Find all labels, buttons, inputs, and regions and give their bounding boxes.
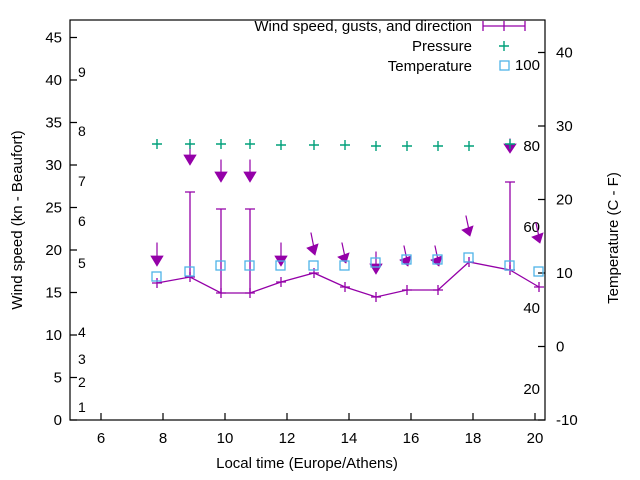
y-axis-right-celsius-ticks: -10 0 10 20 30 40 (538, 45, 578, 429)
temperature-markers (151, 252, 544, 282)
legend-sample-temperature-icon (499, 60, 510, 71)
x-tick-label-6: 6 (97, 430, 105, 447)
beaufort-label-6: 6 (78, 213, 86, 229)
pressure-marker-10 (464, 141, 474, 151)
pressure-marker-4 (276, 140, 286, 150)
temperature-marker-2 (215, 260, 226, 271)
y-axis-right-fahrenheit-labels: 20 40 60 80 100 (515, 57, 540, 398)
temperature-marker-10 (463, 252, 474, 263)
x-tick-label-20: 20 (527, 430, 544, 447)
beaufort-label-3: 3 (78, 351, 86, 367)
temperature-marker-1 (184, 266, 195, 277)
beaufort-label-7: 7 (78, 173, 86, 189)
pressure-marker-6 (340, 140, 350, 150)
wind-speed-markers (152, 257, 544, 302)
beaufort-label-1: 1 (78, 399, 86, 415)
legend-label-temperature: Temperature (388, 58, 472, 75)
wind-arrow-10 (461, 215, 474, 237)
wind-arrow-2 (214, 159, 228, 183)
y2-tick-label-c-40: 40 (556, 45, 573, 62)
wind-arrow-3 (243, 159, 257, 183)
y2-tick-label-f-20: 20 (523, 381, 540, 398)
y2-tick-label-c-0: 0 (556, 339, 564, 356)
y-tick-label-0: 0 (54, 412, 62, 429)
pressure-marker-3 (245, 139, 255, 149)
y2-tick-label-f-100: 100 (515, 57, 540, 74)
temperature-marker-4 (275, 260, 286, 271)
beaufort-label-2: 2 (78, 374, 86, 390)
pressure-marker-9 (433, 141, 443, 151)
gust-bars (185, 181, 515, 293)
temperature-marker-11 (504, 260, 515, 271)
temperature-marker-9 (432, 254, 443, 265)
pressure-marker-8 (402, 141, 412, 151)
y-tick-label-25: 25 (45, 200, 62, 217)
wind-arrow-12 (531, 222, 544, 244)
x-tick-label-10: 10 (217, 430, 234, 447)
pressure-marker-11 (505, 139, 515, 149)
temperature-marker-5 (308, 260, 319, 271)
beaufort-label-9: 9 (78, 64, 86, 80)
wind-arrow-5 (306, 232, 319, 256)
y2-tick-label-c-10: 10 (556, 265, 573, 282)
legend-sample-pressure-icon (499, 41, 509, 51)
temperature-marker-12 (533, 266, 544, 277)
y2-tick-label-c--10: -10 (556, 412, 578, 429)
y2-tick-label-f-40: 40 (523, 300, 540, 317)
temperature-marker-3 (244, 260, 255, 271)
x-tick-label-8: 8 (159, 430, 167, 447)
pressure-marker-2 (216, 139, 226, 149)
pressure-markers (152, 139, 515, 151)
temperature-marker-6 (339, 260, 350, 271)
beaufort-label-8: 8 (78, 123, 86, 139)
y2-tick-label-f-80: 80 (523, 138, 540, 155)
x-tick-label-14: 14 (341, 430, 358, 447)
beaufort-scale-labels: 1 2 3 4 5 6 7 8 9 (78, 64, 86, 415)
legend-label-wind: Wind speed, gusts, and direction (254, 18, 472, 35)
x-tick-label-16: 16 (403, 430, 420, 447)
y-tick-label-5: 5 (54, 370, 62, 387)
y-tick-label-30: 30 (45, 157, 62, 174)
pressure-marker-5 (309, 140, 319, 150)
temperature-marker-8 (401, 254, 412, 265)
beaufort-label-4: 4 (78, 324, 86, 340)
pressure-marker-0 (152, 139, 162, 149)
legend-label-pressure: Pressure (412, 38, 472, 55)
y-tick-label-20: 20 (45, 242, 62, 259)
pressure-marker-1 (185, 139, 195, 149)
y-tick-label-10: 10 (45, 327, 62, 344)
wind-direction-arrows (150, 138, 544, 275)
y-tick-label-40: 40 (45, 72, 62, 89)
x-tick-label-12: 12 (279, 430, 296, 447)
wind-arrow-0 (150, 242, 164, 267)
chart-legend: Wind speed, gusts, and direction Pressur… (254, 18, 526, 75)
temperature-marker-0 (151, 271, 162, 282)
pressure-marker-7 (371, 141, 381, 151)
beaufort-label-5: 5 (78, 255, 86, 271)
y-tick-label-35: 35 (45, 115, 62, 132)
y2-tick-label-c-30: 30 (556, 118, 573, 135)
wind-arrow-6 (337, 242, 350, 264)
y-axis-title: Wind speed (kn - Beaufort) (9, 130, 26, 309)
y-tick-label-45: 45 (45, 30, 62, 47)
y2-axis-title: Temperature (C - F) (605, 172, 622, 304)
x-axis-title: Local time (Europe/Athens) (216, 455, 398, 472)
y-axis-left-ticks: 0 5 10 15 20 25 30 35 40 45 (45, 30, 77, 429)
plot-frame (69, 19, 546, 421)
y-tick-label-15: 15 (45, 285, 62, 302)
x-axis-ticks: 6 8 10 12 14 16 18 20 (97, 413, 544, 447)
wind-speed-line (156, 261, 540, 298)
x-tick-label-18: 18 (465, 430, 482, 447)
y2-tick-label-c-20: 20 (556, 192, 573, 209)
temperature-marker-7 (370, 257, 381, 268)
legend-sample-wind-icon (482, 21, 526, 31)
